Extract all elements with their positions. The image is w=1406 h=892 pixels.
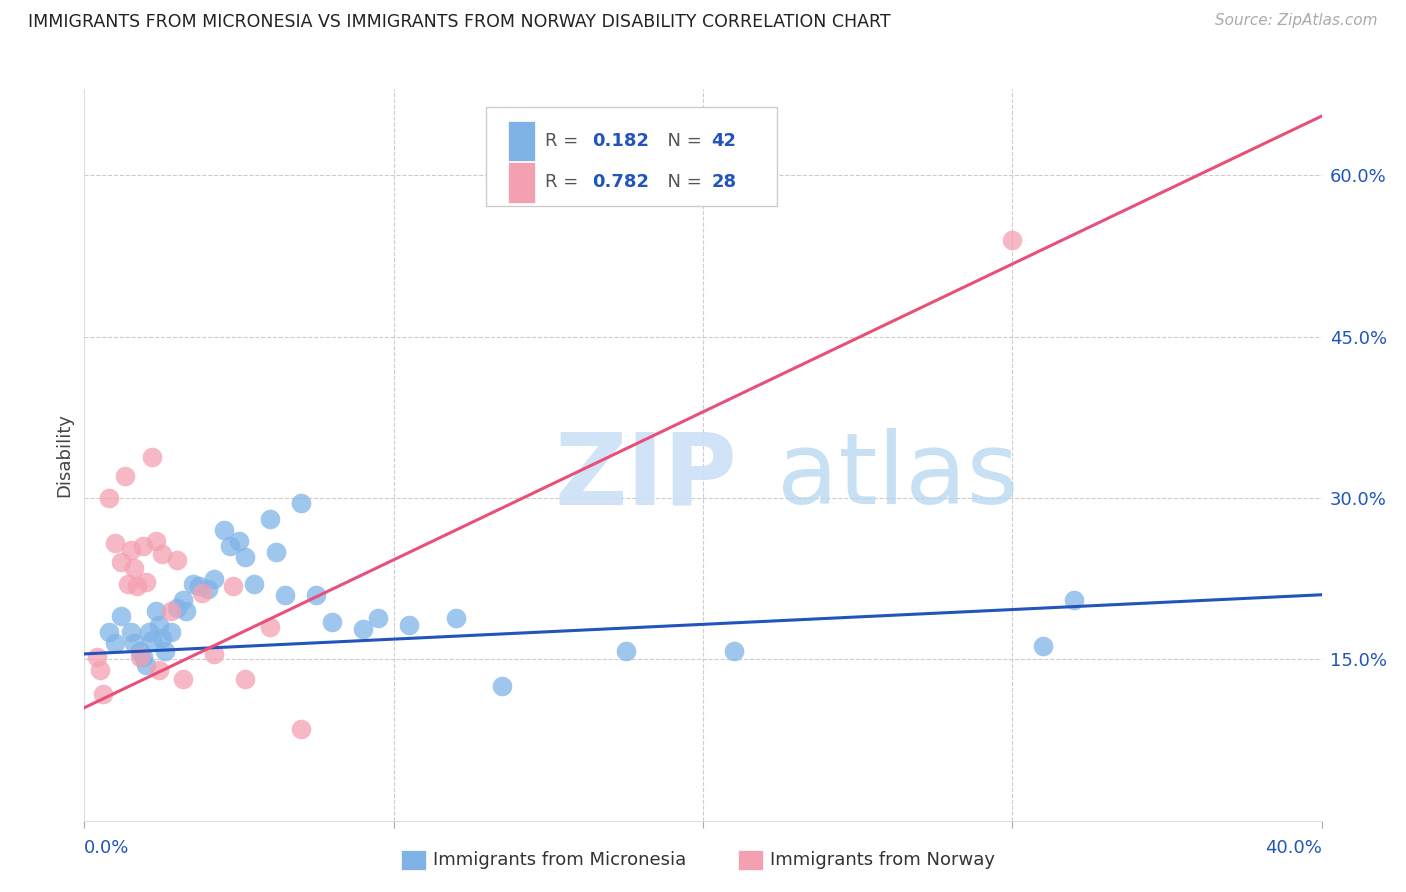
Point [259, 512, 281, 526]
Point [172, 593, 194, 607]
Point [290, 496, 312, 510]
Point [166, 600, 188, 615]
Point [1032, 640, 1054, 654]
Point [614, 643, 637, 657]
Point [122, 561, 145, 575]
Point [104, 636, 127, 650]
Point [187, 579, 209, 593]
Text: Immigrants from Micronesia: Immigrants from Micronesia [433, 851, 686, 869]
FancyBboxPatch shape [508, 121, 534, 161]
Point [91, 687, 114, 701]
Point [145, 533, 167, 548]
Point [202, 647, 225, 661]
Point [367, 611, 389, 625]
Text: 0.0%: 0.0% [84, 838, 129, 857]
Point [264, 545, 287, 559]
Point [181, 577, 204, 591]
Text: 0.782: 0.782 [592, 173, 648, 192]
Point [135, 657, 157, 672]
Point [117, 577, 139, 591]
Point [141, 632, 163, 647]
Point [148, 618, 170, 632]
Point [1001, 233, 1024, 247]
Point [138, 625, 160, 640]
Point [120, 625, 142, 640]
Point [218, 539, 240, 553]
Point [197, 582, 219, 597]
Point [172, 672, 194, 686]
Text: 0.182: 0.182 [592, 132, 648, 151]
Point [125, 579, 148, 593]
Point [135, 574, 157, 589]
Point [110, 556, 132, 570]
FancyBboxPatch shape [486, 108, 778, 206]
Point [398, 618, 420, 632]
Point [129, 643, 152, 657]
Point [110, 609, 132, 624]
Text: R =: R = [544, 132, 583, 151]
Point [321, 615, 343, 629]
Point [444, 611, 467, 625]
Text: N =: N = [657, 173, 707, 192]
Point [122, 636, 145, 650]
Text: 28: 28 [711, 173, 737, 192]
Point [86, 650, 108, 665]
Point [132, 539, 155, 553]
Point [352, 622, 374, 636]
Point [141, 450, 163, 464]
Text: N =: N = [657, 132, 707, 151]
Point [150, 547, 173, 561]
Point [228, 533, 250, 548]
Point [1063, 593, 1085, 607]
Point [191, 585, 214, 599]
Point [98, 491, 121, 505]
Point [104, 536, 127, 550]
Point [202, 572, 225, 586]
Point [160, 625, 183, 640]
Text: R =: R = [544, 173, 583, 192]
Point [132, 650, 155, 665]
Text: Source: ZipAtlas.com: Source: ZipAtlas.com [1215, 13, 1378, 29]
Point [723, 643, 745, 657]
Point [222, 579, 245, 593]
Point [120, 542, 142, 557]
Point [148, 663, 170, 677]
Point [150, 631, 173, 645]
Point [274, 588, 297, 602]
Text: 42: 42 [711, 132, 737, 151]
Point [176, 604, 198, 618]
Point [243, 577, 266, 591]
Point [160, 604, 183, 618]
Point [89, 663, 111, 677]
Text: ZIP: ZIP [554, 428, 737, 525]
Text: Immigrants from Norway: Immigrants from Norway [770, 851, 995, 869]
Point [98, 625, 121, 640]
Point [305, 588, 328, 602]
Point [290, 723, 312, 737]
Point [259, 620, 281, 634]
Point [145, 604, 167, 618]
Text: atlas: atlas [778, 428, 1019, 525]
Point [233, 550, 256, 565]
Point [491, 679, 513, 693]
Text: 40.0%: 40.0% [1265, 838, 1322, 857]
Y-axis label: Disability: Disability [55, 413, 73, 497]
FancyBboxPatch shape [508, 162, 534, 202]
Point [129, 650, 152, 665]
Point [114, 469, 136, 483]
Point [166, 553, 188, 567]
Point [153, 643, 176, 657]
Point [233, 672, 256, 686]
Point [212, 523, 235, 537]
Text: IMMIGRANTS FROM MICRONESIA VS IMMIGRANTS FROM NORWAY DISABILITY CORRELATION CHAR: IMMIGRANTS FROM MICRONESIA VS IMMIGRANTS… [28, 13, 891, 31]
